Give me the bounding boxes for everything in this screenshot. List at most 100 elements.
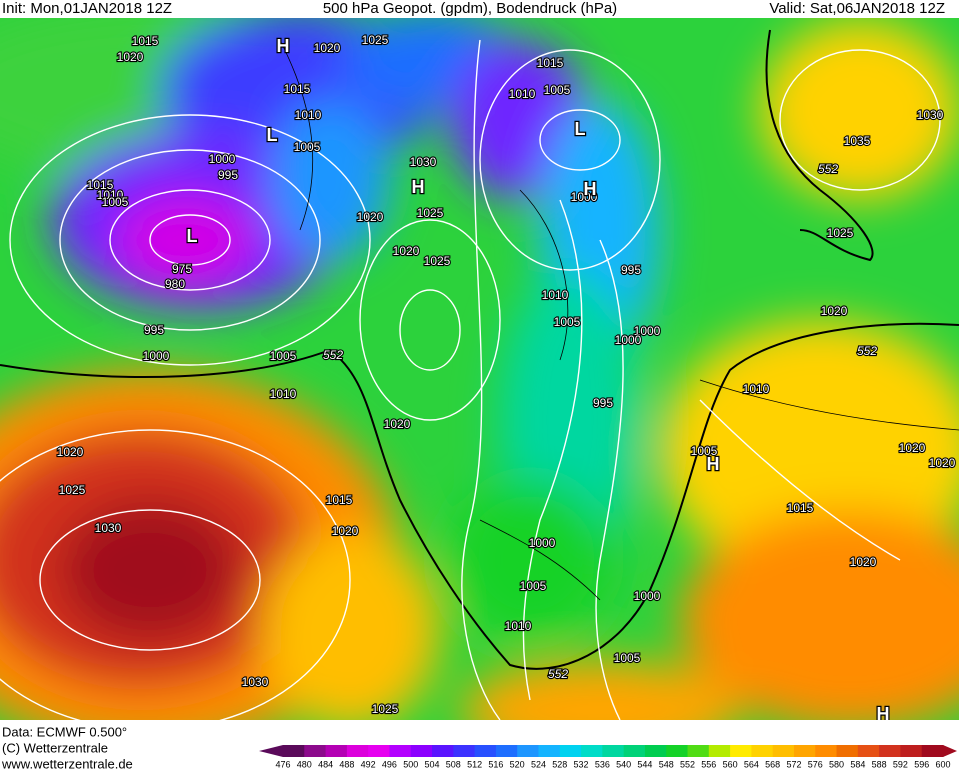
colorbar-label: 500 xyxy=(403,759,418,769)
colorbar-label: 572 xyxy=(786,759,801,769)
colorbar-swatch xyxy=(666,745,689,757)
colorbar-label: 588 xyxy=(872,759,887,769)
colorbar-label: 564 xyxy=(744,759,759,769)
isobar-label: 1000 xyxy=(209,152,236,166)
colorbar-swatch xyxy=(410,745,433,757)
colorbar-label: 512 xyxy=(467,759,482,769)
isobar-label: 1020 xyxy=(899,441,926,455)
isobar-label: 1000 xyxy=(634,324,661,338)
isobar-label: 1015 xyxy=(537,56,564,70)
colorbar-label: 552 xyxy=(680,759,695,769)
colorbar-swatch xyxy=(623,745,646,757)
colorbar-label: 592 xyxy=(893,759,908,769)
isobar-label: 1015 xyxy=(284,82,311,96)
pressure-center: H xyxy=(707,454,720,474)
header: Init: Mon,01JAN2018 12Z 500 hPa Geopot. … xyxy=(2,0,945,17)
isobar-label: 1020 xyxy=(850,555,877,569)
colorbar-swatch xyxy=(793,745,816,757)
colorbar-label: 508 xyxy=(446,759,461,769)
isobar-label: 1025 xyxy=(424,254,451,268)
pressure-center: L xyxy=(187,226,198,246)
colorbar-label: 544 xyxy=(637,759,652,769)
colorbar-swatch xyxy=(517,745,539,757)
isobar-label: 1010 xyxy=(509,87,536,101)
pressure-center: H xyxy=(877,704,890,724)
isobar-label: 1005 xyxy=(691,444,718,458)
colorbar-swatch xyxy=(559,745,582,757)
colorbar-swatch xyxy=(325,745,348,757)
isobar-label: 1025 xyxy=(362,33,389,47)
colorbar-label: 556 xyxy=(701,759,716,769)
geopotential-label: 552 xyxy=(818,162,838,176)
isobar-label: 980 xyxy=(165,277,185,291)
isobar-label: 1005 xyxy=(294,140,321,154)
colorbar-label: 520 xyxy=(510,759,525,769)
isobar-label: 1025 xyxy=(59,483,86,497)
colorbar-label: 484 xyxy=(318,759,333,769)
isobar-label: 1020 xyxy=(357,210,384,224)
isobar-label: 1005 xyxy=(614,651,641,665)
isobar-label: 1015 xyxy=(326,493,353,507)
colorbar-label: 480 xyxy=(297,759,312,769)
colorbar-label: 488 xyxy=(339,759,354,769)
colorbar-swatch xyxy=(730,745,752,757)
colorbar-label: 496 xyxy=(382,759,397,769)
colorbar-label: 560 xyxy=(723,759,738,769)
isobar-label: 1020 xyxy=(384,417,411,431)
isobar-label: 1030 xyxy=(410,155,437,169)
isobar-label: 1020 xyxy=(821,304,848,318)
colorbar-swatch xyxy=(900,745,923,757)
copyright: (C) Wetterzentrale xyxy=(2,740,108,755)
isobar-label: 1010 xyxy=(542,288,569,302)
pressure-center: L xyxy=(267,125,278,145)
colorbar-label: 524 xyxy=(531,759,546,769)
isobar-label: 1010 xyxy=(743,382,770,396)
footer: Data: ECMWF 0.500° (C) Wetterzentrale ww… xyxy=(1,724,957,771)
isobar-label: 1010 xyxy=(270,387,297,401)
colorbar-swatch xyxy=(346,745,369,757)
colorbar-swatch xyxy=(453,745,476,757)
isobar-label: 1000 xyxy=(529,536,556,550)
init-time: Init: Mon,01JAN2018 12Z xyxy=(2,0,172,17)
colorbar-swatch xyxy=(857,745,880,757)
isobar-label: 1020 xyxy=(393,244,420,258)
colorbar-swatch xyxy=(644,745,667,757)
pressure-center: H xyxy=(584,179,597,199)
isobar-label: 995 xyxy=(621,263,641,277)
isobar-label: 1030 xyxy=(95,521,122,535)
isobar-label: 995 xyxy=(218,168,238,182)
colorbar-label: 536 xyxy=(595,759,610,769)
isobar-label: 1025 xyxy=(372,702,399,716)
colorbar-swatch xyxy=(538,745,561,757)
geopotential-label: 552 xyxy=(857,344,877,358)
colorbar-label: 532 xyxy=(574,759,589,769)
isobars xyxy=(0,39,941,720)
colorbar-arrow-high xyxy=(943,745,957,757)
isobar-label: 1015 xyxy=(132,34,159,48)
isobar-label: 995 xyxy=(593,396,613,410)
colorbar-label: 504 xyxy=(425,759,440,769)
website: www.wetterzentrale.de xyxy=(1,756,133,770)
colorbar-label: 548 xyxy=(659,759,674,769)
pressure-center: H xyxy=(277,36,290,56)
isobar-label: 1000 xyxy=(143,349,170,363)
colorbar-swatch xyxy=(879,745,901,757)
colorbar-label: 596 xyxy=(914,759,929,769)
isobar-label: 1000 xyxy=(571,190,598,204)
isobar-label: 1015 xyxy=(87,178,114,192)
colorbar-swatch xyxy=(304,745,327,757)
data-source: Data: ECMWF 0.500° xyxy=(2,724,127,739)
colorbar-label: 540 xyxy=(616,759,631,769)
colorbar-swatch xyxy=(602,745,625,757)
geopotential-label: 552 xyxy=(323,348,343,362)
colorbar-label: 580 xyxy=(829,759,844,769)
colorbar-label: 492 xyxy=(361,759,376,769)
colorbar-label: 476 xyxy=(275,759,290,769)
isobar-label: 1035 xyxy=(844,134,871,148)
isobar-label: 1020 xyxy=(332,524,359,538)
isobar-label: 1025 xyxy=(827,226,854,240)
isobar-label: 1005 xyxy=(270,349,297,363)
colorbar-label: 516 xyxy=(488,759,503,769)
colorbar-swatch xyxy=(751,745,774,757)
